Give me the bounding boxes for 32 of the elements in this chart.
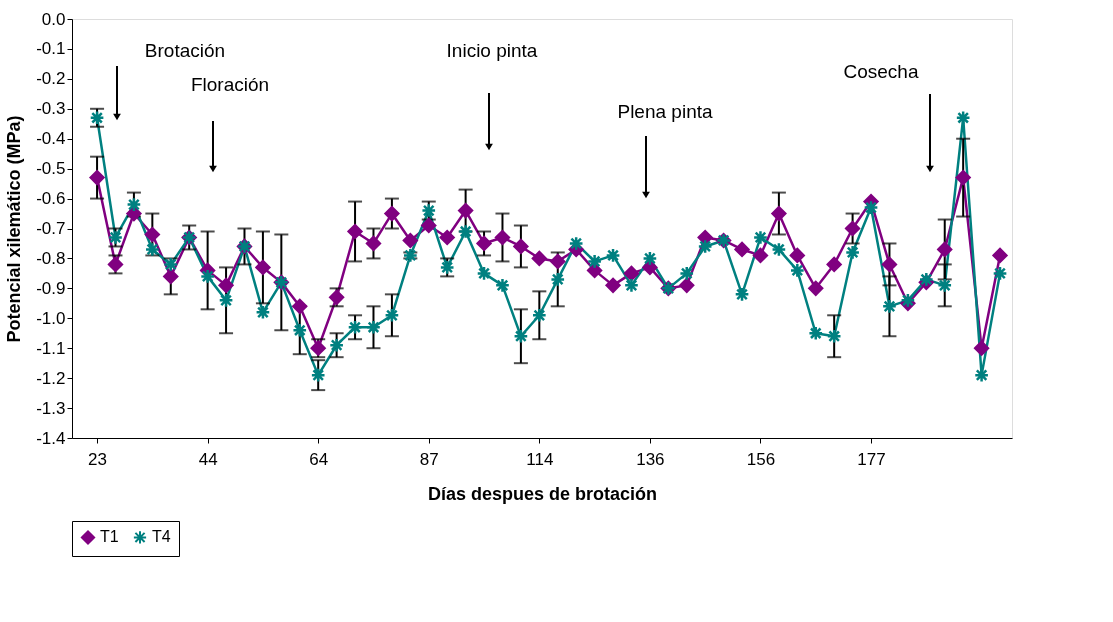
x-tick-label: 156	[746, 449, 776, 469]
annotation: Floración	[190, 74, 270, 95]
annotation: Plena pinta	[617, 101, 713, 122]
x-tick-label: 136	[636, 449, 665, 469]
x-tick-label: 44	[198, 449, 218, 469]
y-tick-label: -0.3	[36, 99, 66, 119]
y-tick-label: -0.9	[36, 278, 66, 298]
legend-label: T4	[152, 528, 171, 546]
y-tick-label: -1.0	[36, 308, 66, 328]
y-axis-title: Potencial xilemático (MPa)	[4, 115, 25, 343]
y-tick-label: -0.7	[36, 219, 66, 238]
y-tick-label: -1.4	[36, 428, 66, 448]
x-axis-title: Días despues de brotación	[427, 483, 658, 504]
y-tick-label: -0.5	[36, 159, 66, 179]
annotation: Brotación	[144, 40, 226, 61]
x-tick-label: 87	[419, 449, 439, 469]
y-tick-label: -0.8	[36, 248, 66, 268]
y-tick-label: -0.2	[36, 69, 66, 89]
legend-label: T1	[100, 528, 119, 546]
y-tick-label: -0.1	[36, 39, 66, 59]
y-tick-label: -1.2	[36, 368, 66, 388]
x-tick-label: 114	[526, 449, 554, 469]
annotation: Cosecha	[843, 61, 919, 82]
y-tick-label: -0.4	[36, 129, 66, 149]
x-tick-label: 177	[857, 449, 886, 469]
y-tick-label: -1.1	[36, 338, 66, 358]
x-tick-label: 23	[88, 449, 108, 469]
y-tick-label: -1.3	[36, 398, 66, 418]
y-tick-label: -0.6	[36, 189, 66, 209]
y-tick-label: 0.0	[41, 9, 66, 29]
x-tick-label: 64	[309, 449, 329, 469]
annotation: Inicio pinta	[446, 40, 538, 61]
